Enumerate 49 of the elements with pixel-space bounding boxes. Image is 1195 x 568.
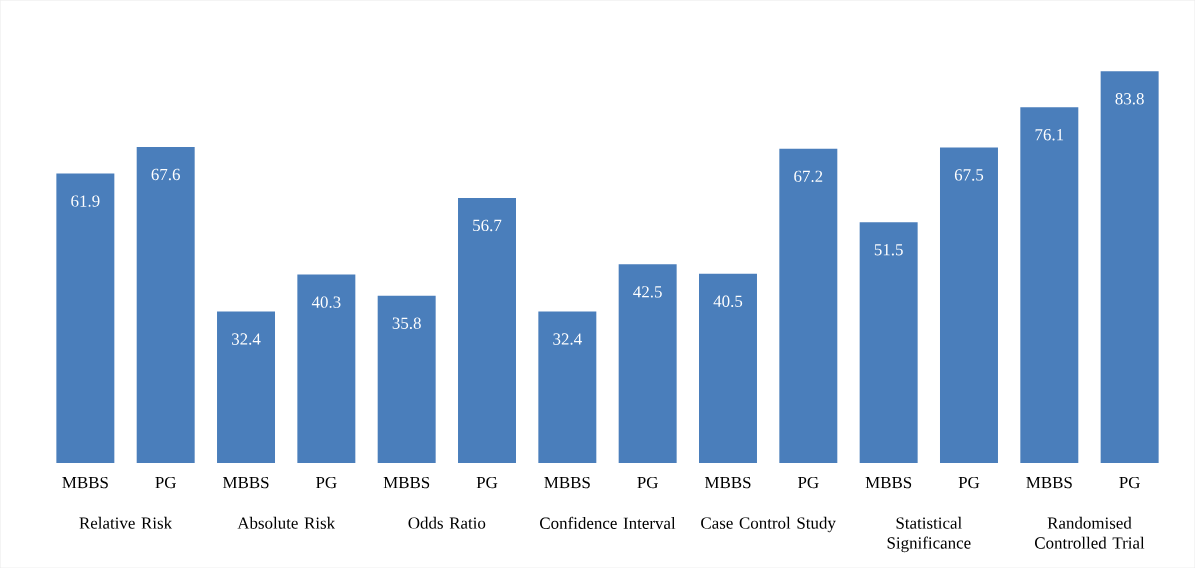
data-label: 67.6 xyxy=(151,168,180,181)
bar xyxy=(297,274,356,463)
text: Case Control Study xyxy=(701,516,836,533)
x-tick-label: PG xyxy=(958,476,980,489)
text: Randomised Controlled Trial xyxy=(1034,516,1145,549)
text: Absolute Risk xyxy=(237,516,336,529)
x-tick-label: PG xyxy=(637,476,658,489)
data-label: 35.8 xyxy=(392,317,421,329)
bar xyxy=(56,173,115,463)
bar xyxy=(1100,71,1159,463)
bar xyxy=(538,311,597,463)
x-tick-label: PG xyxy=(476,476,498,489)
data-label: 32.4 xyxy=(553,333,582,345)
data-label: 32.4 xyxy=(232,333,261,345)
data-label: 76.1 xyxy=(1035,128,1064,141)
x-tick-label: PG xyxy=(155,476,176,489)
bar xyxy=(618,264,677,463)
x-tick-label: PG xyxy=(797,476,819,489)
x-tick-label: PG xyxy=(316,476,337,489)
x-tick-label: MBBS xyxy=(704,476,751,489)
data-label: 40.3 xyxy=(311,296,341,308)
bar xyxy=(859,222,918,463)
x-tick-label: MBBS xyxy=(544,476,590,489)
data-label: 56.7 xyxy=(473,219,502,232)
data-label: 67.2 xyxy=(794,170,823,182)
text: Confidence Interval xyxy=(540,516,676,529)
bar xyxy=(779,148,838,463)
x-tick-label: MBBS xyxy=(383,476,430,489)
x-tick-label: MBBS xyxy=(865,476,912,489)
data-label: 40.5 xyxy=(713,295,743,307)
bar xyxy=(939,147,998,463)
data-label: 61.9 xyxy=(71,195,100,207)
bar xyxy=(377,295,436,463)
data-label: 83.8 xyxy=(1115,92,1144,105)
text: Statistical Significance xyxy=(887,516,971,553)
bar xyxy=(136,146,195,463)
x-tick-label: MBBS xyxy=(222,476,269,489)
x-tick-label: MBBS xyxy=(1026,476,1072,489)
data-label: 51.5 xyxy=(874,243,903,256)
x-tick-label: PG xyxy=(1119,476,1140,489)
text: Odds Ratio xyxy=(408,516,486,529)
data-label: 42.5 xyxy=(633,286,662,298)
text: Relative Risk xyxy=(79,516,173,529)
x-tick-label: MBBS xyxy=(62,476,108,489)
bar xyxy=(1020,107,1079,463)
data-label: 67.5 xyxy=(954,169,984,181)
bar xyxy=(458,197,516,463)
bar xyxy=(699,273,757,463)
bar xyxy=(217,311,276,463)
